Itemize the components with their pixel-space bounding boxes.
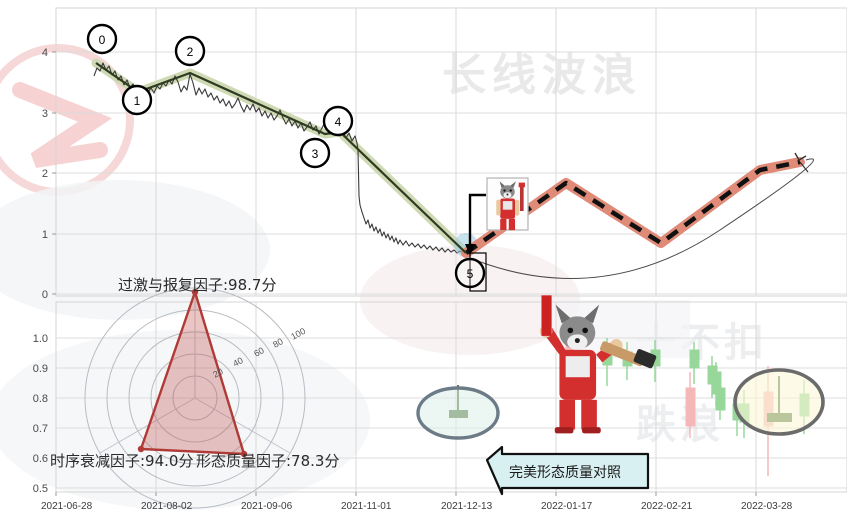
radial-tick: 100 [289,326,307,342]
xaxis-ticks [55,492,757,496]
dragonfly-doji-right-highlight [733,368,825,436]
wave-label-3: 3 [299,137,331,169]
ytick: 4 [42,47,48,59]
price-yaxis-ticks: 4 3 2 1 0 [42,47,48,301]
radar-label-time-decay: 时序衰减因子:94.0分 [50,452,193,470]
wave-label-0: 0 [86,23,118,55]
ytick: 0.5 [33,483,48,495]
wave-label-text: 2 [187,45,194,59]
mascot-dog-hammer-large-icon [539,295,657,434]
radar-label-overreaction: 过激与报复因子:98.7分 [118,276,276,294]
circled-patterns [416,368,825,440]
xtick-label: 2022-01-17 [541,501,593,512]
wave-label-text: 5 [467,267,474,281]
wave-label-4: 4 [322,105,354,137]
ytick: 0.6 [33,453,48,465]
radial-tick: 80 [271,336,285,350]
xtick-label: 2021-06-28 [41,501,93,512]
radial-tick: 60 [252,345,266,359]
ytick: 0 [42,289,48,301]
xtick-label: 2021-12-13 [441,501,493,512]
xtick-label: 2022-02-21 [641,501,693,512]
xtick-label: 2021-11-01 [341,501,392,512]
annotation-banner: 完美形态质量对照 [485,445,650,496]
ytick: 3 [42,108,48,120]
radar-label-pattern-quality: 形态质量因子:78.3分 [196,452,339,470]
dragonfly-doji-left-highlight [416,386,500,440]
wave-label-text: 3 [312,147,319,161]
radar-chart: 20 40 60 80 100 [84,287,307,509]
ytick: 0.9 [33,363,48,375]
wave-label-text: 4 [335,115,342,129]
xtick-label: 2021-09-06 [241,501,293,512]
wave-label-5: 5 [454,257,486,289]
ytick: 2 [42,168,48,180]
watermark-changxianbolang: 长线波浪 [442,50,642,101]
annotation-banner-text: 完美形态质量对照 [509,465,621,481]
radar-area [139,288,246,456]
elliott-wave-labels: 0 1 2 3 4 5 [86,23,486,289]
watermark-group: 长线波浪 十不扣 跌浪 [0,44,764,510]
ytick: 0.8 [33,393,48,405]
projection-parabola [469,158,814,279]
xtick-label: 2022-03-28 [741,501,793,512]
wave-label-text: 0 [99,33,106,47]
projection-path [461,152,809,258]
price-line [93,62,467,254]
wave-label-2: 2 [174,35,206,67]
xaxis-labels: 2021-06-28 2021-08-02 2021-09-06 2021-11… [41,501,793,512]
ytick: 0.7 [33,423,48,435]
watermark-dielang: 跌浪 [636,402,724,448]
ytick: 1.0 [33,333,48,345]
radial-tick: 40 [231,355,245,369]
wave-label-1: 1 [121,84,153,116]
xtick-label: 2021-08-02 [141,501,193,512]
mascot-dog-hammer-icon [496,181,525,231]
ytick: 1 [42,229,48,241]
wave5-callout [465,177,529,292]
radial-tick: 20 [211,366,225,380]
wave-label-text: 1 [134,94,141,108]
lower-yaxis-ticks: 1.0 0.9 0.8 0.7 0.6 0.5 [33,333,48,495]
